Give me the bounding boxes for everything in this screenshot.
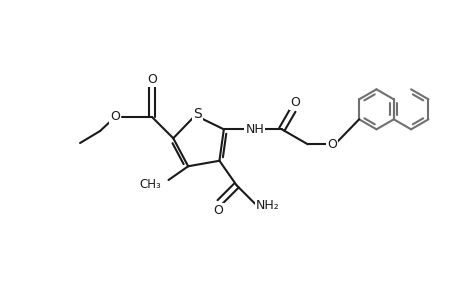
Text: CH₃: CH₃ <box>140 178 161 190</box>
Text: O: O <box>289 96 299 109</box>
Text: O: O <box>213 204 223 217</box>
Text: O: O <box>147 73 157 85</box>
Text: NH₂: NH₂ <box>256 199 279 212</box>
Text: O: O <box>110 110 120 122</box>
Text: NH: NH <box>245 123 263 136</box>
Text: S: S <box>192 107 201 122</box>
Text: O: O <box>326 138 336 151</box>
